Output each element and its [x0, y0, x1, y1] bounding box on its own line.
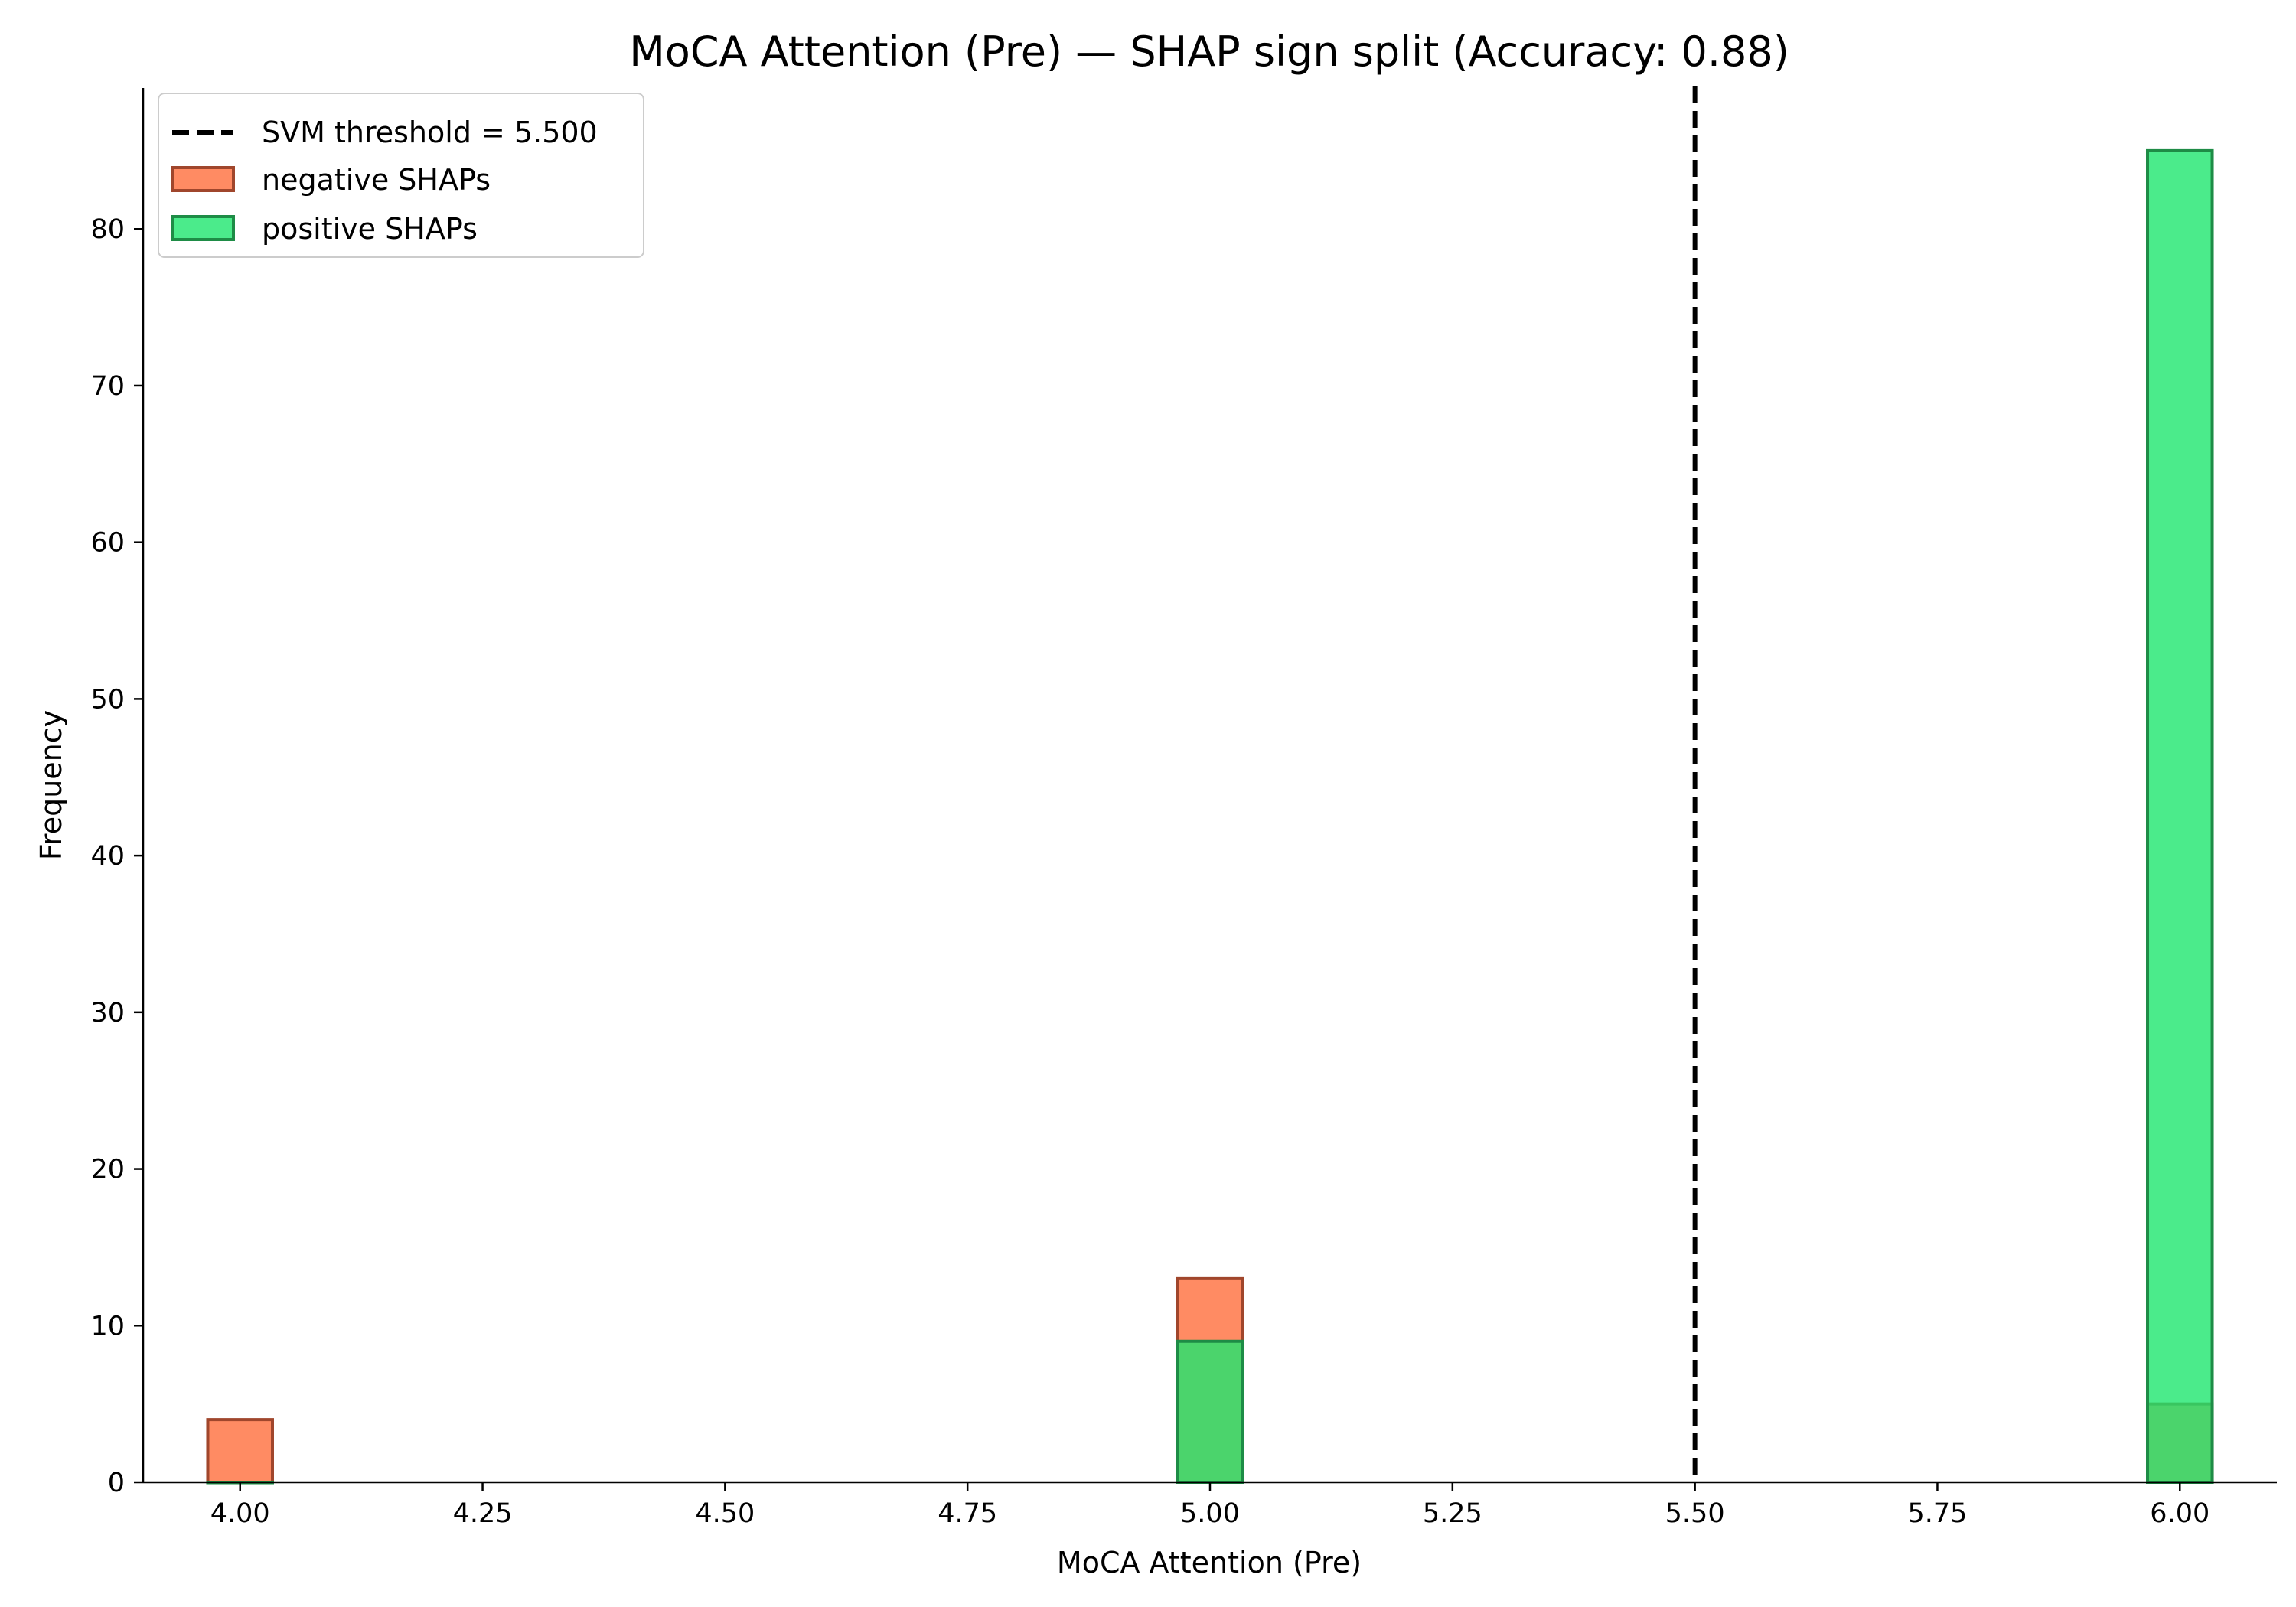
axes-group [142, 88, 2277, 1484]
y-tick-label: 10 [90, 1311, 125, 1341]
positive-bar-1 [1176, 1339, 1244, 1484]
y-tick-label: 20 [90, 1155, 125, 1185]
y-ticks-group: 0 10 20 30 40 50 60 70 80 [90, 214, 143, 1498]
y-axis-label: Frequency [34, 710, 68, 860]
y-tick-label: 0 [108, 1468, 125, 1498]
x-tick-label: 5.25 [1423, 1498, 1482, 1529]
legend-threshold-label: SVM threshold = 5.500 [262, 116, 598, 149]
x-ticks-group: 4.00 4.25 4.50 4.75 5.00 5.25 5.50 5.75 6.00 [210, 1482, 2210, 1529]
x-tick-label: 5.50 [1665, 1498, 1725, 1529]
legend-positive-swatch [171, 215, 235, 241]
y-tick-label: 70 [90, 371, 125, 402]
x-tick-label: 4.50 [695, 1498, 755, 1529]
x-tick-label: 4.25 [453, 1498, 513, 1529]
x-tick-label: 4.00 [210, 1498, 270, 1529]
bars-group [206, 148, 2214, 1485]
y-tick-label: 30 [90, 998, 125, 1028]
y-tick-label: 40 [90, 841, 125, 872]
legend-negative-swatch [171, 166, 235, 192]
x-axis-label: MoCA Attention (Pre) [1057, 1546, 1362, 1579]
chart-title: MoCA Attention (Pre) — SHAP sign split (… [629, 28, 1789, 76]
x-tick-label: 5.75 [1907, 1498, 1967, 1529]
legend-frame [158, 93, 644, 258]
positive-bar-2 [2146, 148, 2214, 1484]
legend: SVM threshold = 5.500 negative SHAPs pos… [158, 93, 644, 258]
x-tick-label: 6.00 [2150, 1498, 2210, 1529]
x-tick-label: 5.00 [1180, 1498, 1240, 1529]
legend-positive-label: positive SHAPs [262, 212, 478, 246]
negative-bar-0 [206, 1418, 274, 1484]
x-tick-label: 4.75 [938, 1498, 997, 1529]
y-tick-label: 80 [90, 214, 125, 245]
legend-negative-label: negative SHAPs [262, 163, 491, 197]
y-tick-label: 50 [90, 684, 125, 715]
y-tick-label: 60 [90, 528, 125, 559]
